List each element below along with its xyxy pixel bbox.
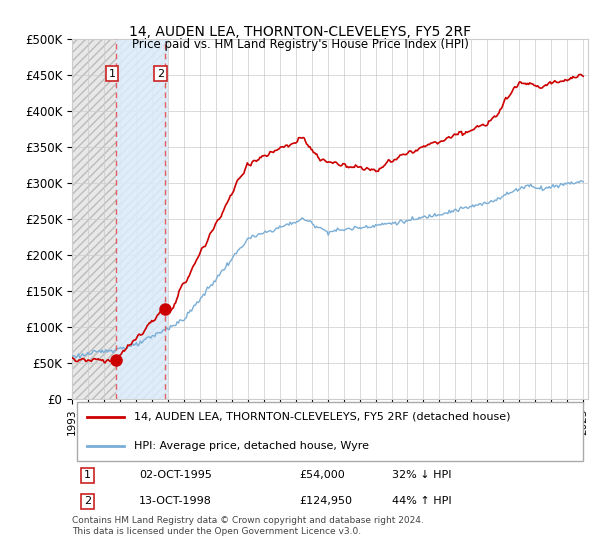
Text: 32% ↓ HPI: 32% ↓ HPI xyxy=(392,470,451,480)
Text: 14, AUDEN LEA, THORNTON-CLEVELEYS, FY5 2RF (detached house): 14, AUDEN LEA, THORNTON-CLEVELEYS, FY5 2… xyxy=(134,412,511,422)
Text: 1: 1 xyxy=(84,470,91,480)
Text: HPI: Average price, detached house, Wyre: HPI: Average price, detached house, Wyre xyxy=(134,441,369,451)
Text: 13-OCT-1998: 13-OCT-1998 xyxy=(139,497,212,506)
Text: 02-OCT-1995: 02-OCT-1995 xyxy=(139,470,212,480)
Bar xyxy=(116,39,168,399)
Text: 1: 1 xyxy=(109,69,115,79)
Text: 14, AUDEN LEA, THORNTON-CLEVELEYS, FY5 2RF: 14, AUDEN LEA, THORNTON-CLEVELEYS, FY5 2… xyxy=(129,25,471,39)
Bar xyxy=(72,39,168,399)
Text: Contains HM Land Registry data © Crown copyright and database right 2024.
This d: Contains HM Land Registry data © Crown c… xyxy=(72,516,424,535)
Text: Price paid vs. HM Land Registry's House Price Index (HPI): Price paid vs. HM Land Registry's House … xyxy=(131,38,469,50)
Text: £124,950: £124,950 xyxy=(299,497,352,506)
Text: 2: 2 xyxy=(84,497,91,506)
Text: 44% ↑ HPI: 44% ↑ HPI xyxy=(392,497,452,506)
Text: 2: 2 xyxy=(157,69,164,79)
Text: £54,000: £54,000 xyxy=(299,470,345,480)
